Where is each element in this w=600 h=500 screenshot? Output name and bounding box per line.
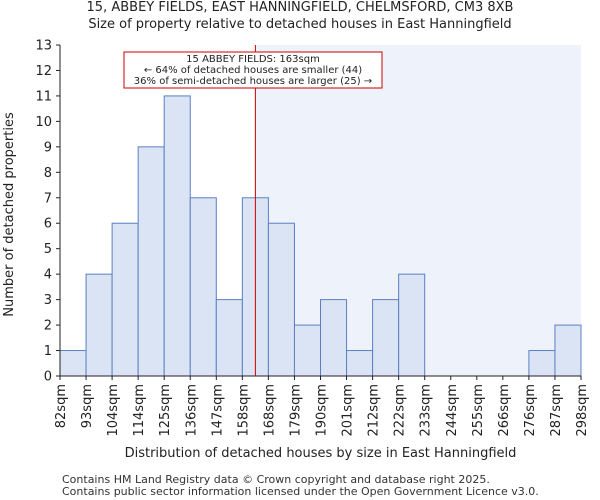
x-tick-label: 222sqm <box>393 384 408 437</box>
annotation-line-3: 36% of semi-detached houses are larger (… <box>134 76 372 87</box>
x-tick-label: 287sqm <box>549 384 564 437</box>
annotation-line-1: 15 ABBEY FIELDS: 163sqm <box>186 54 320 65</box>
x-tick-label: 255sqm <box>471 384 486 437</box>
x-tick-label: 82sqm <box>54 384 69 428</box>
footer-line-1: Contains HM Land Registry data © Crown c… <box>62 473 490 486</box>
y-tick-label: 11 <box>35 89 52 104</box>
x-tick-label: 212sqm <box>367 384 382 437</box>
x-tick-label: 276sqm <box>523 384 538 437</box>
bar-136sqm <box>189 197 217 377</box>
x-tick-label: 201sqm <box>341 384 356 437</box>
footer-line-2: Contains public sector information licen… <box>62 485 539 498</box>
bar-179sqm <box>293 324 322 377</box>
chart-title: 15, ABBEY FIELDS, EAST HANNINGFIELD, CHE… <box>86 0 514 15</box>
bar-93sqm <box>85 273 113 377</box>
x-tick-label: 168sqm <box>262 384 277 437</box>
chart-subtitle: Size of property relative to detached ho… <box>88 17 512 32</box>
y-tick-label: 8 <box>44 166 52 181</box>
y-tick-label: 9 <box>44 140 52 155</box>
x-tick-label: 190sqm <box>315 384 330 437</box>
bar-287sqm <box>554 324 582 377</box>
y-tick-label: 5 <box>44 242 52 257</box>
y-tick-label: 2 <box>44 319 52 334</box>
bar-168sqm <box>267 222 295 377</box>
bar-104sqm <box>111 222 139 377</box>
x-tick-label: 147sqm <box>210 384 225 437</box>
x-tick-label: 104sqm <box>106 384 121 437</box>
x-tick-label: 244sqm <box>445 384 460 437</box>
bar-114sqm <box>137 146 165 377</box>
bar-147sqm <box>215 299 243 377</box>
bar-201sqm <box>346 350 374 377</box>
x-tick-label: 266sqm <box>497 384 512 437</box>
x-axis-label: Distribution of detached houses by size … <box>125 446 517 461</box>
bar-82sqm <box>59 350 87 377</box>
bar-222sqm <box>398 273 426 377</box>
bar-276sqm <box>528 350 556 377</box>
y-tick-label: 0 <box>44 370 52 385</box>
y-tick-label: 13 <box>35 39 52 54</box>
x-tick-label: 179sqm <box>288 384 303 437</box>
y-axis-label: Number of detached properties <box>2 112 17 317</box>
annotation-box <box>123 51 383 89</box>
x-tick-label: 114sqm <box>132 384 147 437</box>
x-tick-label: 298sqm <box>575 384 590 437</box>
bar-125sqm <box>163 95 191 377</box>
bar-212sqm <box>372 299 400 377</box>
x-tick-label: 136sqm <box>184 384 199 437</box>
x-tick-label: 158sqm <box>236 384 251 437</box>
x-tick-label: 125sqm <box>158 384 173 437</box>
y-tick-label: 1 <box>44 344 52 359</box>
y-tick-label: 3 <box>44 293 52 308</box>
y-tick-label: 10 <box>35 115 52 130</box>
x-tick-label: 93sqm <box>80 384 95 428</box>
y-tick-label: 7 <box>44 191 52 206</box>
y-tick-label: 6 <box>44 217 52 232</box>
y-tick-label: 4 <box>44 268 52 283</box>
bar-190sqm <box>320 299 348 377</box>
annotation-line-2: ← 64% of detached houses are smaller (44… <box>144 65 362 76</box>
x-tick-label: 233sqm <box>419 384 434 437</box>
y-tick-label: 12 <box>35 64 52 79</box>
